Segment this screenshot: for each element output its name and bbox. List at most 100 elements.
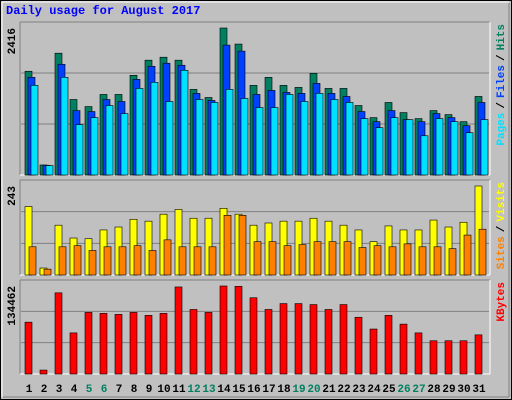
- x-tick-label: 6: [101, 384, 108, 396]
- bar: [300, 101, 309, 176]
- bar: [54, 292, 63, 375]
- bar: [420, 135, 429, 176]
- bar: [105, 105, 114, 176]
- bar: [249, 297, 258, 375]
- bar: [75, 124, 84, 176]
- x-tick-label: 11: [172, 384, 186, 396]
- x-tick-label: 27: [412, 384, 425, 396]
- x-tick-label: 8: [131, 384, 138, 396]
- bar: [195, 99, 204, 176]
- x-tick-label: 25: [382, 384, 396, 396]
- x-tick-label: 19: [292, 384, 305, 396]
- x-tick-label: 16: [247, 384, 260, 396]
- bar: [129, 312, 138, 375]
- bar: [343, 241, 352, 276]
- x-tick-label: 13: [202, 384, 216, 396]
- bar: [283, 245, 292, 276]
- bar: [24, 206, 33, 276]
- x-tick-label: 3: [56, 384, 63, 396]
- bar: [330, 99, 339, 176]
- bar: [433, 246, 442, 276]
- bar: [313, 241, 322, 276]
- x-tick-label: 31: [472, 384, 486, 396]
- y-tick-label: 134462: [7, 286, 19, 326]
- legend: KBytes: [496, 282, 508, 322]
- bar: [174, 209, 183, 276]
- x-tick-label: 29: [442, 384, 455, 396]
- bar: [148, 250, 157, 276]
- bar: [315, 93, 324, 176]
- bar: [268, 241, 277, 276]
- bar: [103, 246, 112, 276]
- x-tick-label: 21: [322, 384, 336, 396]
- bar: [375, 127, 384, 176]
- bar: [399, 323, 408, 375]
- y-tick-label: 2416: [7, 28, 19, 54]
- bar: [28, 246, 37, 276]
- legend: Sites / Visits: [496, 182, 508, 269]
- x-tick-label: 9: [146, 384, 153, 396]
- bar: [414, 332, 423, 375]
- bar: [478, 228, 487, 276]
- x-tick-label: 18: [277, 384, 291, 396]
- bar: [270, 107, 279, 176]
- bar: [189, 309, 198, 375]
- x-tick-label: 24: [367, 384, 381, 396]
- bar: [24, 321, 33, 375]
- bar: [373, 245, 382, 276]
- bar: [405, 119, 414, 176]
- bar: [474, 334, 483, 375]
- bar: [285, 94, 294, 176]
- bar: [403, 243, 412, 276]
- bar: [298, 244, 307, 276]
- x-tick-label: 26: [397, 384, 410, 396]
- legend-separator: /: [496, 225, 508, 232]
- legend-separator: /: [496, 54, 508, 61]
- bar: [144, 315, 153, 375]
- bar: [208, 246, 217, 276]
- x-tick-label: 23: [352, 384, 366, 396]
- bar: [73, 245, 82, 276]
- bar: [358, 247, 367, 276]
- bar: [58, 246, 67, 276]
- y-tick-label: 243: [7, 186, 19, 206]
- legend-entry: KBytes: [496, 282, 508, 322]
- x-tick-label: 5: [86, 384, 93, 396]
- x-tick-label: 20: [307, 384, 320, 396]
- bar: [238, 215, 247, 276]
- x-tick-label: 4: [71, 384, 78, 396]
- bar: [225, 89, 234, 176]
- bar: [448, 248, 457, 276]
- bar: [118, 246, 127, 276]
- bar: [253, 241, 262, 276]
- bar: [294, 303, 303, 375]
- x-tick-label: 7: [116, 384, 123, 396]
- bar: [135, 88, 144, 176]
- x-tick-label: 10: [157, 384, 170, 396]
- legend-separator: /: [496, 102, 508, 109]
- bar: [459, 340, 468, 375]
- bar: [345, 102, 354, 176]
- bar: [114, 314, 123, 375]
- bar: [163, 239, 172, 276]
- bar: [328, 241, 337, 276]
- bar: [69, 332, 78, 375]
- bar: [369, 328, 378, 375]
- bar: [264, 309, 273, 375]
- bar: [193, 246, 202, 276]
- bar: [120, 113, 129, 176]
- bar: [150, 82, 159, 176]
- bar: [210, 102, 219, 176]
- bar: [450, 121, 459, 176]
- bar: [309, 304, 318, 375]
- bar: [324, 309, 333, 375]
- x-tick-label: 30: [457, 384, 470, 396]
- bar: [204, 312, 213, 375]
- bar: [480, 119, 489, 176]
- bar: [360, 118, 369, 176]
- legend-entry: Hits: [496, 24, 508, 50]
- bar: [178, 246, 187, 276]
- x-tick-label: 2: [41, 384, 48, 396]
